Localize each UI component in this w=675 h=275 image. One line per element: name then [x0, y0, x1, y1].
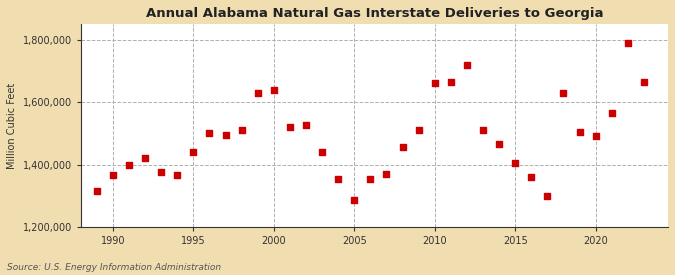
Point [124, 162, 134, 167]
Point [510, 161, 520, 165]
Point [285, 125, 296, 129]
Y-axis label: Million Cubic Feet: Million Cubic Feet [7, 82, 17, 169]
Point [462, 62, 472, 67]
Point [365, 176, 376, 181]
Point [92, 189, 103, 193]
Point [107, 173, 118, 178]
Point [639, 79, 649, 84]
Point [493, 142, 504, 146]
Point [252, 90, 263, 95]
Title: Annual Alabama Natural Gas Interstate Deliveries to Georgia: Annual Alabama Natural Gas Interstate De… [146, 7, 603, 20]
Point [606, 111, 617, 115]
Point [381, 172, 392, 176]
Point [220, 133, 231, 137]
Point [478, 128, 489, 132]
Point [429, 81, 440, 86]
Point [574, 130, 585, 134]
Point [188, 150, 199, 154]
Text: Source: U.S. Energy Information Administration: Source: U.S. Energy Information Administ… [7, 263, 221, 272]
Point [590, 134, 601, 139]
Point [349, 198, 360, 203]
Point [542, 194, 553, 198]
Point [526, 175, 537, 179]
Point [172, 173, 183, 178]
Point [446, 79, 456, 84]
Point [204, 131, 215, 136]
Point [269, 87, 279, 92]
Point [300, 123, 311, 128]
Point [140, 156, 151, 161]
Point [397, 145, 408, 150]
Point [413, 128, 424, 132]
Point [333, 176, 344, 181]
Point [156, 170, 167, 175]
Point [236, 128, 247, 132]
Point [622, 40, 633, 45]
Point [558, 90, 569, 95]
Point [317, 150, 327, 154]
